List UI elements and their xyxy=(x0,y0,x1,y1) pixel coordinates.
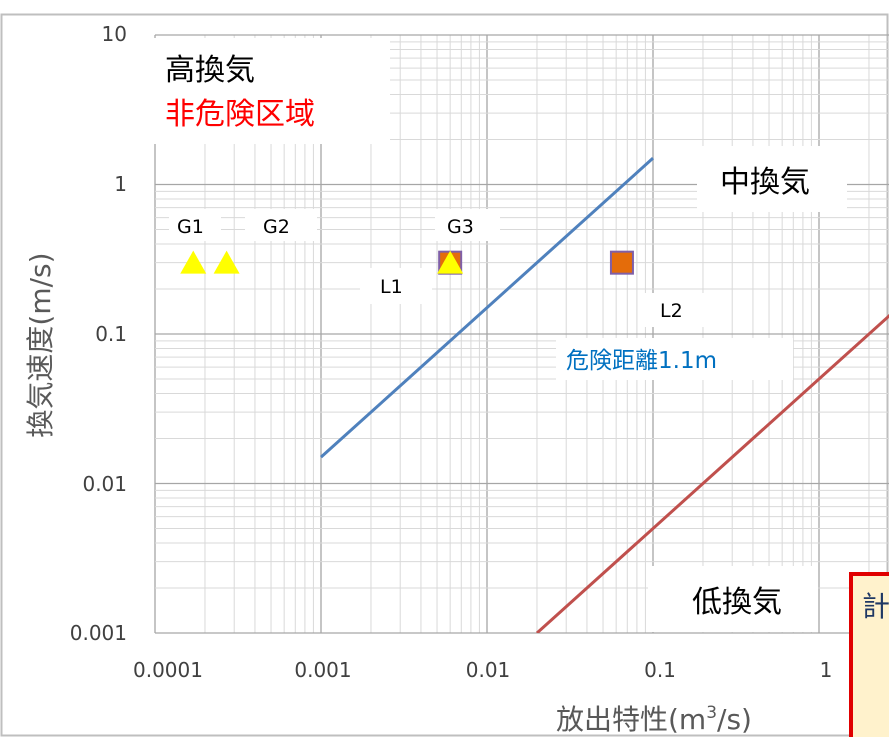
medium-ventilation-label: 中換気 xyxy=(720,165,810,200)
x-tick-label: 0.001 xyxy=(294,658,351,682)
high-ventilation-label-box xyxy=(150,38,390,144)
low-ventilation-label-box xyxy=(648,566,818,632)
x-tick-labels: 0.0001 0.001 0.01 0.1 1 xyxy=(133,658,832,682)
y-tick-label: 10 xyxy=(102,22,127,46)
x-tick-label: 0.0001 xyxy=(133,658,203,682)
low-ventilation-label: 低換気 xyxy=(692,585,782,620)
y-tick-label: 0.01 xyxy=(82,472,127,496)
l1-label: L1 xyxy=(380,276,403,298)
g1-label: G1 xyxy=(177,216,204,238)
g2-label: G2 xyxy=(263,216,290,238)
y-tick-label: 0.1 xyxy=(95,322,127,346)
medium-ventilation-boundary-line xyxy=(319,157,655,459)
x-tick-label: 1 xyxy=(820,658,833,682)
hazard-distance-label: 危険距離1.1m xyxy=(566,348,717,374)
low-ventilation-boundary-line xyxy=(535,313,889,633)
x-tick-label: 0.1 xyxy=(644,658,676,682)
triangle-marker xyxy=(180,250,207,274)
non-hazardous-area-label: 非危険区域 xyxy=(165,97,315,132)
g3-label-box xyxy=(435,209,500,241)
g2-label-box xyxy=(245,209,317,241)
callout-box xyxy=(849,572,889,737)
x-axis-title: 放出特性(m3/s) xyxy=(556,703,752,736)
y-axis-title: 換気速度(m/s) xyxy=(24,252,57,437)
g1-label-box xyxy=(169,209,221,241)
l2-label-box xyxy=(643,293,707,327)
y-tick-labels: 10 1 0.1 0.01 0.001 xyxy=(70,22,127,645)
x-tick-label: 0.01 xyxy=(466,658,511,682)
medium-ventilation-label-box xyxy=(697,146,847,212)
high-ventilation-label: 高換気 xyxy=(165,53,255,88)
triangle-marker xyxy=(213,250,240,274)
l1-label-box xyxy=(360,268,432,304)
point-labels: G1 G2 G3 L1 L2 xyxy=(177,216,683,322)
y-tick-label: 0.001 xyxy=(70,621,127,645)
callout-text-fragment: 計 xyxy=(862,590,889,623)
y-tick-label: 1 xyxy=(114,172,127,196)
square-marker xyxy=(609,250,634,275)
data-markers xyxy=(180,250,634,275)
hazard-distance-label-box xyxy=(556,338,793,380)
triangle-marker xyxy=(437,250,464,274)
threshold-lines xyxy=(319,157,889,633)
l2-label: L2 xyxy=(660,300,683,322)
g3-label: G3 xyxy=(447,216,474,238)
